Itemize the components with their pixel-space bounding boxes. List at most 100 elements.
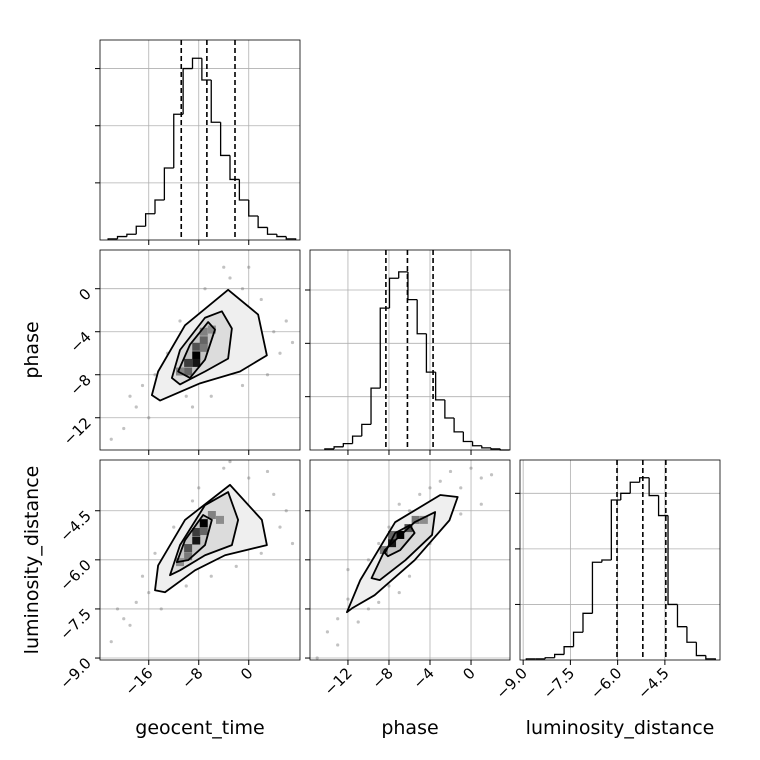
sample-point xyxy=(153,551,157,555)
histogram-step xyxy=(182,67,193,115)
panel-background xyxy=(520,460,720,660)
histogram-step xyxy=(210,80,221,123)
sample-point xyxy=(147,416,151,420)
density-cell xyxy=(184,552,193,561)
contour-fill xyxy=(384,525,415,557)
sample-point xyxy=(387,525,391,529)
histogram-step xyxy=(416,299,427,335)
sample-point xyxy=(459,512,463,516)
sample-point xyxy=(222,265,226,269)
sample-point xyxy=(184,584,188,588)
histogram-step xyxy=(705,655,716,660)
x-tick-label: −6.0 xyxy=(587,664,625,702)
contour-line xyxy=(383,524,416,558)
sample-point xyxy=(240,383,245,388)
panel-frame xyxy=(99,459,301,661)
sample-point xyxy=(448,469,453,474)
sample-point xyxy=(438,479,442,483)
panel: −16 −8 0 −4.5 −6.0 −7.5 −9.0 geocent_time lumino… xyxy=(21,459,301,739)
sample-point xyxy=(407,509,412,513)
contour-line xyxy=(346,494,459,614)
panel: 0 −4 −8 −12 phase xyxy=(21,249,301,455)
histogram-step xyxy=(657,495,669,517)
density-cell xyxy=(184,544,193,553)
sample-point xyxy=(284,509,288,513)
histogram-step xyxy=(154,199,165,214)
histogram-step xyxy=(601,559,612,563)
x-tick-label: 0 xyxy=(459,664,478,683)
sample-point xyxy=(278,525,282,529)
histogram-step xyxy=(462,431,473,443)
x-tick-label: −8 xyxy=(368,664,396,692)
histogram-step xyxy=(135,225,146,235)
histogram-step xyxy=(398,271,408,279)
histogram-step xyxy=(361,423,372,437)
histogram-step xyxy=(667,515,678,606)
panel xyxy=(305,249,511,455)
sample-point xyxy=(325,630,330,634)
sample-point xyxy=(272,330,276,334)
histogram-step xyxy=(388,277,399,309)
x-tick-label: 0 xyxy=(237,664,256,683)
sample-point xyxy=(140,574,145,578)
x-tick-label: −4.5 xyxy=(634,664,672,702)
y-axis-label: phase xyxy=(21,321,43,378)
panel-frame xyxy=(99,249,301,451)
sample-point xyxy=(122,426,126,431)
density-cell xyxy=(379,546,388,555)
panel-frame xyxy=(309,249,511,451)
sample-point xyxy=(259,551,263,555)
sample-point xyxy=(377,600,381,604)
sample-point xyxy=(418,492,422,496)
histogram-step xyxy=(342,442,353,447)
sample-point xyxy=(109,640,113,644)
x-axis-label: luminosity_distance xyxy=(526,717,715,739)
sample-point xyxy=(377,541,381,546)
sample-point xyxy=(459,486,463,490)
sample-point xyxy=(190,405,195,409)
density-cell xyxy=(192,536,201,545)
sample-point xyxy=(479,476,483,480)
density-cell xyxy=(199,327,208,336)
histogram-step xyxy=(248,200,259,217)
histogram-step xyxy=(201,58,212,81)
histogram-step xyxy=(276,234,287,238)
sample-point xyxy=(197,486,201,490)
histogram-step xyxy=(370,387,381,425)
sample-point xyxy=(346,597,350,601)
histogram-step xyxy=(191,57,202,69)
density-cell xyxy=(192,342,201,351)
histogram-step xyxy=(173,113,184,168)
sample-point xyxy=(284,319,288,323)
histogram-step xyxy=(648,477,659,497)
sample-point xyxy=(134,600,138,604)
sample-point xyxy=(222,466,226,470)
sample-point xyxy=(336,643,340,647)
contour-line xyxy=(177,321,216,379)
histogram-step xyxy=(695,642,706,657)
y-tick-label: −8 xyxy=(66,371,94,399)
density-cell xyxy=(192,351,201,360)
panel-frame xyxy=(519,459,721,661)
histogram-step xyxy=(676,604,687,628)
density-cell xyxy=(411,515,420,524)
histogram-step xyxy=(582,612,593,633)
histogram-step xyxy=(266,227,277,235)
sample-point xyxy=(128,394,132,398)
density-cell xyxy=(192,358,201,367)
density-cell xyxy=(207,325,216,334)
sample-point xyxy=(228,276,232,280)
sample-point xyxy=(336,617,340,621)
density-cell xyxy=(199,343,208,352)
histogram-step xyxy=(553,653,565,658)
x-tick-label: −7.5 xyxy=(540,664,578,702)
panel-background xyxy=(100,40,300,240)
x-tick-label: −16 xyxy=(121,664,156,699)
sample-point xyxy=(153,373,157,377)
panel: −12 −8 −4 0 phase xyxy=(305,459,511,739)
panel: −9.0 −7.5 −6.0 −4.5 luminosity_distance xyxy=(492,459,721,739)
sample-point xyxy=(228,460,232,464)
histogram-step xyxy=(471,441,482,447)
histogram-step xyxy=(490,447,501,450)
histogram-step xyxy=(219,122,230,157)
